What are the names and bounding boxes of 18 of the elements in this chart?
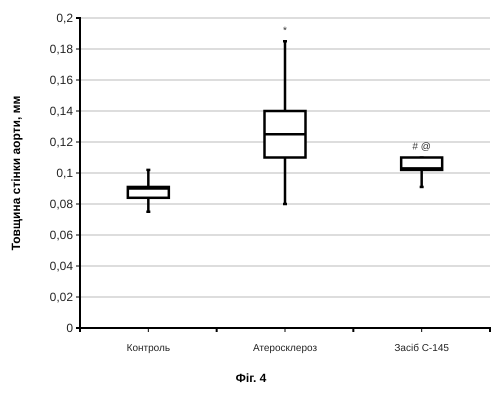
y-tick-label: 0,16 — [50, 72, 74, 87]
x-tick-label: Атеросклероз — [252, 343, 318, 354]
annotation: # @ — [412, 142, 431, 152]
y-tick-label: 0,02 — [50, 290, 74, 304]
y-tick-label: 0,12 — [50, 134, 74, 149]
text: Фіг. 4 — [236, 371, 267, 385]
x-tick-label: Засіб С-145 — [394, 343, 450, 354]
y-tick-label: 0,18 — [50, 42, 74, 56]
y-tick-label: 0,2 — [56, 10, 74, 25]
y-tick-label: 0,04 — [50, 258, 74, 273]
y-axis-title: Товщина стінки аорти, мм — [9, 96, 23, 250]
annotation: * — [283, 25, 288, 36]
y-tick-label: 0,08 — [50, 196, 74, 211]
y-tick-label: 0,06 — [50, 228, 74, 242]
x-tick-label: Контроль — [126, 343, 170, 354]
y-tick-label: 0 — [66, 320, 74, 335]
y-tick-label: 0,14 — [50, 104, 74, 118]
y-tick-label: 0,1 — [56, 166, 74, 180]
